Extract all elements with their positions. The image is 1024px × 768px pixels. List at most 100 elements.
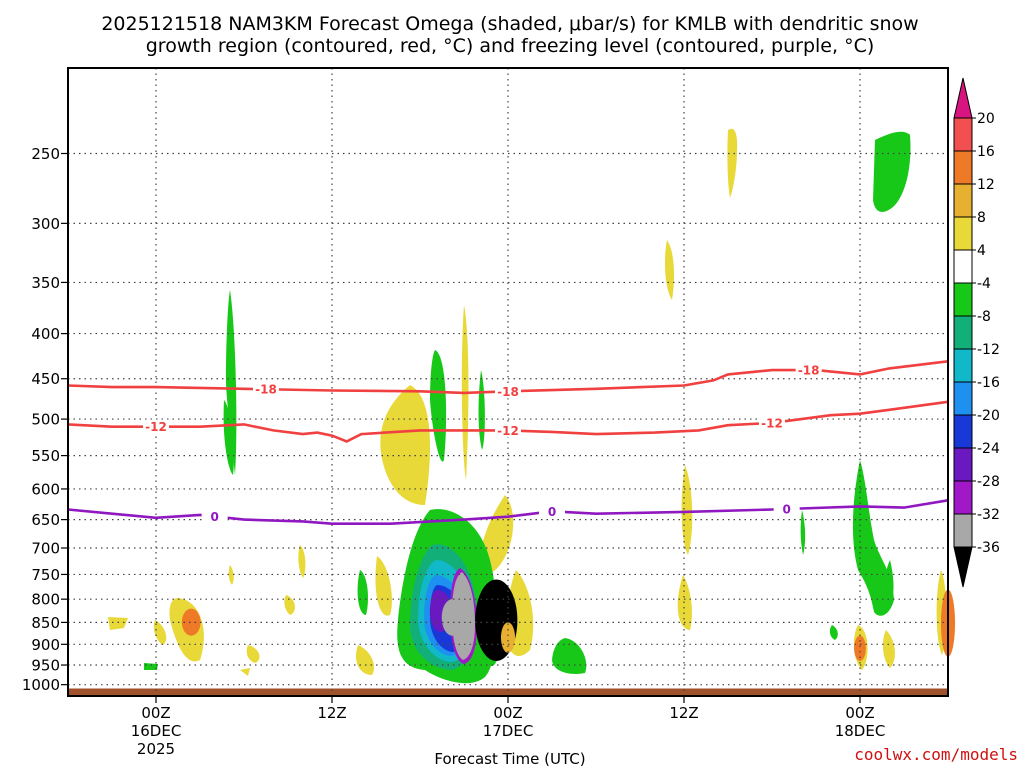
contour-label: 0 [210,510,218,524]
credit-text: coolwx.com/models [854,745,1018,764]
colorbar-segment [953,447,973,482]
colorbar-segment [953,150,973,185]
omega-region [284,595,295,615]
omega-region [430,350,447,462]
omega-region [375,556,392,616]
x-tick-label-date: 18DEC [835,722,886,740]
colorbar-segment [953,381,973,416]
omega-region [223,400,234,475]
x-tick-label-date: 16DEC [131,722,182,740]
contour-dgz-top [67,360,949,395]
colorbar-label: -8 [977,309,991,325]
colorbar-segment [953,249,973,284]
omega-region [800,510,806,555]
colorbar-bottom-arrow [953,546,973,588]
colorbar: 20 16 12 8 4 -4 -8 -12 -16 -20 -24 -28 -32 -36 [953,77,1000,588]
colorbar-top-arrow [953,77,973,119]
contour-label-bg [795,363,822,378]
omega-region [240,668,250,676]
colorbar-label: -20 [977,408,1000,424]
colorbar-label: -12 [977,342,1000,358]
colorbar-segment [953,117,973,152]
omega-cell [181,608,201,636]
omega-region [677,575,692,630]
contour-label: 0 [782,502,790,516]
contour-freezing-level [67,499,949,525]
omega-shading [68,128,956,696]
colorbar-segment [953,216,973,251]
omega-region [246,645,260,663]
colorbar-label: 8 [977,210,986,226]
y-tick-label: 350 [31,274,60,292]
x-tick-label-date: 17DEC [483,722,534,740]
colorbar-segment [953,414,973,449]
omega-region [380,385,430,505]
omega-region [228,565,234,585]
contour-label: -18 [255,383,277,397]
y-tick-label: 1000 [22,676,60,694]
y-tick-label: 850 [31,614,60,632]
omega-region [664,240,675,300]
colorbar-label: 4 [977,243,986,259]
y-tick-label: 950 [31,657,60,675]
y-tick-label: 800 [31,591,60,609]
colorbar-label: -36 [977,540,1000,556]
contour-label-bg [253,382,279,397]
omega-region [108,617,128,630]
x-tick-label: 00Z [493,704,522,722]
omega-region [727,128,738,198]
omega-region [852,460,894,616]
omega-region [873,131,911,212]
omega-region [298,545,306,578]
y-tick-label: 500 [31,411,60,429]
x-tick-label: 00Z [845,704,874,722]
contour-label: -12 [497,424,519,438]
contour-label: -12 [145,420,167,434]
y-tick-label: 700 [31,540,60,558]
contour-label: 0 [548,505,556,519]
omega-region [226,290,237,475]
chart-title-line2: growth region (contoured, red, °C) and f… [146,35,875,57]
colorbar-label: 12 [977,177,995,193]
omega-region [355,645,375,675]
contour-label: -18 [798,364,820,378]
y-tick-label: 450 [31,370,60,388]
contour-label: -18 [497,385,519,399]
x-axis-label: Forecast Time (UTC) [434,750,585,768]
contour-label-bg [539,504,565,519]
x-tick-label: 12Z [317,704,346,722]
contour-label: -12 [761,416,783,430]
y-tick-label: 400 [31,325,60,343]
ground-surface [68,688,948,696]
omega-region [829,625,838,640]
x-tick-label: 12Z [669,704,698,722]
y-axis: 250 300 350 400 450 500 550 600 650 700 750 800 850 9… [22,145,68,694]
omega-cell [854,635,866,661]
omega-region [884,560,894,610]
omega-intense-cells [181,579,956,661]
colorbar-segment [953,348,973,383]
omega-cell [441,599,463,636]
grid-lines [68,68,948,696]
colorbar-label: -28 [977,474,1000,490]
omega-cell [500,622,516,653]
omega-region [452,572,475,660]
omega-region [144,663,158,670]
contour-label-bg [759,415,785,430]
colorbar-label: -4 [977,276,991,292]
colorbar-segment [953,282,973,317]
colorbar-label: 16 [977,144,995,160]
y-tick-label: 550 [31,447,60,465]
x-tick-label-year: 2025 [137,740,175,758]
colorbar-label: -16 [977,375,1000,391]
contour-label-bg [773,501,800,516]
omega-region [882,630,895,668]
contour-label-bg [495,384,521,399]
colorbar-label: 20 [977,111,995,127]
colorbar-label: -24 [977,441,1000,457]
y-tick-label: 900 [31,636,60,654]
colorbar-segment [953,480,973,515]
contour-label-bg [201,509,228,524]
